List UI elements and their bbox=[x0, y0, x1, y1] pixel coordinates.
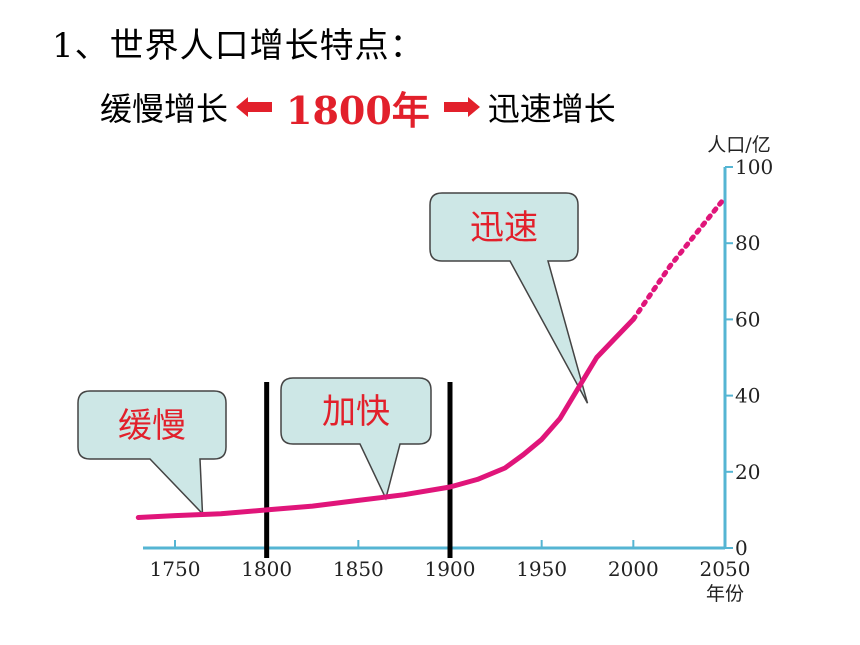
callout-1: 缓慢 bbox=[77, 390, 227, 516]
left-arrow-icon bbox=[236, 97, 273, 117]
x-tick-label: 1900 bbox=[425, 557, 476, 581]
y-tick-label: 0 bbox=[735, 536, 748, 560]
fast-growth-label: 迅速增长 bbox=[487, 90, 616, 128]
year-label: 1800年 bbox=[286, 87, 430, 133]
x-tick-label: 2050 bbox=[700, 557, 751, 581]
series-lines bbox=[135, 195, 728, 520]
callout-label: 缓慢 bbox=[118, 406, 186, 446]
x-tick-label: 1950 bbox=[516, 557, 567, 581]
projected-population-line bbox=[630, 195, 728, 322]
callout-3: 迅速 bbox=[429, 192, 589, 404]
y-tick-label: 20 bbox=[735, 460, 760, 484]
y-tick-label: 80 bbox=[735, 231, 760, 255]
y-axis-title: 人口/亿 bbox=[707, 134, 770, 156]
x-tick-label: 1800 bbox=[241, 557, 292, 581]
callout-2: 加快 bbox=[280, 377, 432, 501]
x-tick-label: 1750 bbox=[150, 557, 201, 581]
callout-bubble bbox=[429, 192, 589, 404]
callout-bubble bbox=[280, 377, 432, 501]
slow-growth-label: 缓慢增长 bbox=[100, 90, 229, 128]
y-tick-label: 40 bbox=[735, 384, 760, 408]
population-line bbox=[135, 316, 636, 520]
slide-heading: 1、世界人口增长特点： bbox=[52, 26, 425, 66]
y-tick-label: 100 bbox=[735, 155, 773, 179]
y-tick-label: 60 bbox=[735, 307, 760, 331]
x-tick-label: 1850 bbox=[333, 557, 384, 581]
callout-label: 迅速 bbox=[470, 208, 538, 248]
callouts: 缓慢 加快 迅速 bbox=[77, 192, 589, 516]
era-dividers bbox=[264, 382, 453, 558]
x-tick-label: 2000 bbox=[608, 557, 659, 581]
right-arrow-icon bbox=[443, 97, 480, 117]
callout-label: 加快 bbox=[322, 392, 390, 432]
growth-summary: 缓慢增长 1800年 迅速增长 bbox=[100, 82, 616, 133]
callout-bubble bbox=[77, 390, 227, 516]
x-axis-title: 年份 bbox=[706, 583, 744, 605]
